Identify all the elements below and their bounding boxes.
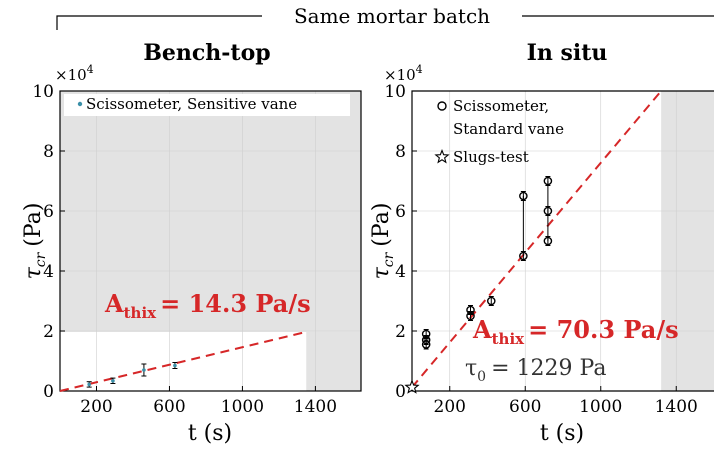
data-point [466,305,475,315]
annotation-athix: Athix = 14.3 Pa/s [104,289,311,322]
legend-marker-star [434,148,450,164]
data-point [519,251,528,261]
panel-in-situ: In situ ×104 200 600 1000 1400 0 2 4 6 8 10 Sciss… [369,40,714,446]
x-tick-label: 200 [80,397,112,417]
y-axis-label: τcr(Pa) [369,203,397,280]
plot-frame [59,90,362,392]
legend: Scissometer, Standard vane Slugs-test [434,97,564,166]
data-point [543,206,553,216]
shaded-region [60,91,361,391]
x-tick-label: 1400 [655,397,698,417]
legend-entry: Scissometer, [453,97,549,115]
data-point [519,191,528,201]
data-point [173,363,177,368]
data-point [543,176,553,186]
annotation-athix: Athix = 70.3 Pa/s [472,315,679,348]
y-tick-label: 0 [395,382,406,402]
data-point [543,236,553,246]
shade-top [60,91,361,332]
y-tick-label: 6 [43,202,54,222]
annotation-tau0: τ0 = 1229 Pa [465,356,606,385]
x-tick-label: 1000 [579,397,622,417]
data-point [421,329,431,339]
x-axis-label: t (s) [540,421,584,446]
data-points [404,176,553,394]
panel-title: Bench-top [143,40,270,66]
legend-entry: Slugs-test [453,148,529,166]
bracket-line-left [56,15,262,30]
y-tick-label: 6 [395,202,406,222]
plot-area: 200 600 1000 1400 0 2 4 6 8 10 [384,82,714,417]
fit-line [59,330,307,392]
panel-bench-top: Bench-top ×104 200 600 1000 1400 0 2 4 6 8 10 Sci… [21,40,362,446]
data-point [142,368,146,372]
y-tick-label: 4 [395,262,406,282]
plot-frame [411,90,714,392]
same-batch-bracket: Same mortar batch [56,4,714,30]
y-tick-label: 2 [395,322,406,342]
y-tick-label: 10 [384,82,406,102]
legend: Scissometer, Sensitive vane [64,94,350,116]
data-point-star [404,379,420,394]
x-tick-label: 1000 [221,397,264,417]
data-points [86,362,178,388]
y-tick-label: 10 [32,82,54,102]
x-axis-label: t (s) [188,421,232,446]
panel-title: In situ [527,40,608,66]
legend-box [64,94,350,116]
y-tick-label: 2 [43,322,54,342]
bracket-label: Same mortar batch [294,4,490,28]
y-tick-label: 8 [395,142,406,162]
axis-ticks: 200 600 1000 1400 0 2 4 6 8 10 [384,82,698,417]
legend-marker-dot [77,101,83,107]
y-tick-label: 4 [43,262,54,282]
gridlines [60,90,361,392]
fit-line-segment [411,90,662,388]
data-point [87,382,91,387]
plot-area: 200 600 1000 1400 0 2 4 6 8 10 [32,82,362,417]
y-tick-label: 0 [43,382,54,402]
shaded-region [661,91,714,391]
y-axis-label: τcr(Pa) [21,203,49,280]
shade-right [306,331,361,391]
x-tick-label: 600 [509,397,541,417]
y-exponent-label: ×104 [55,63,94,84]
y-tick-label: 8 [43,142,54,162]
shade-right [661,91,714,391]
y-exponent-label: ×104 [384,63,423,84]
x-tick-label: 600 [153,397,185,417]
legend-entry: Scissometer, Sensitive vane [86,95,297,113]
x-tick-label: 200 [434,397,466,417]
legend-marker-circle [437,101,447,111]
legend-entry: Standard vane [453,120,564,138]
fit-line-segment [59,330,307,392]
x-tick-label: 1400 [294,397,337,417]
fit-line [411,90,662,388]
axis-ticks: 200 600 1000 1400 0 2 4 6 8 10 [32,82,337,417]
data-point [486,296,496,306]
data-point [111,379,115,383]
